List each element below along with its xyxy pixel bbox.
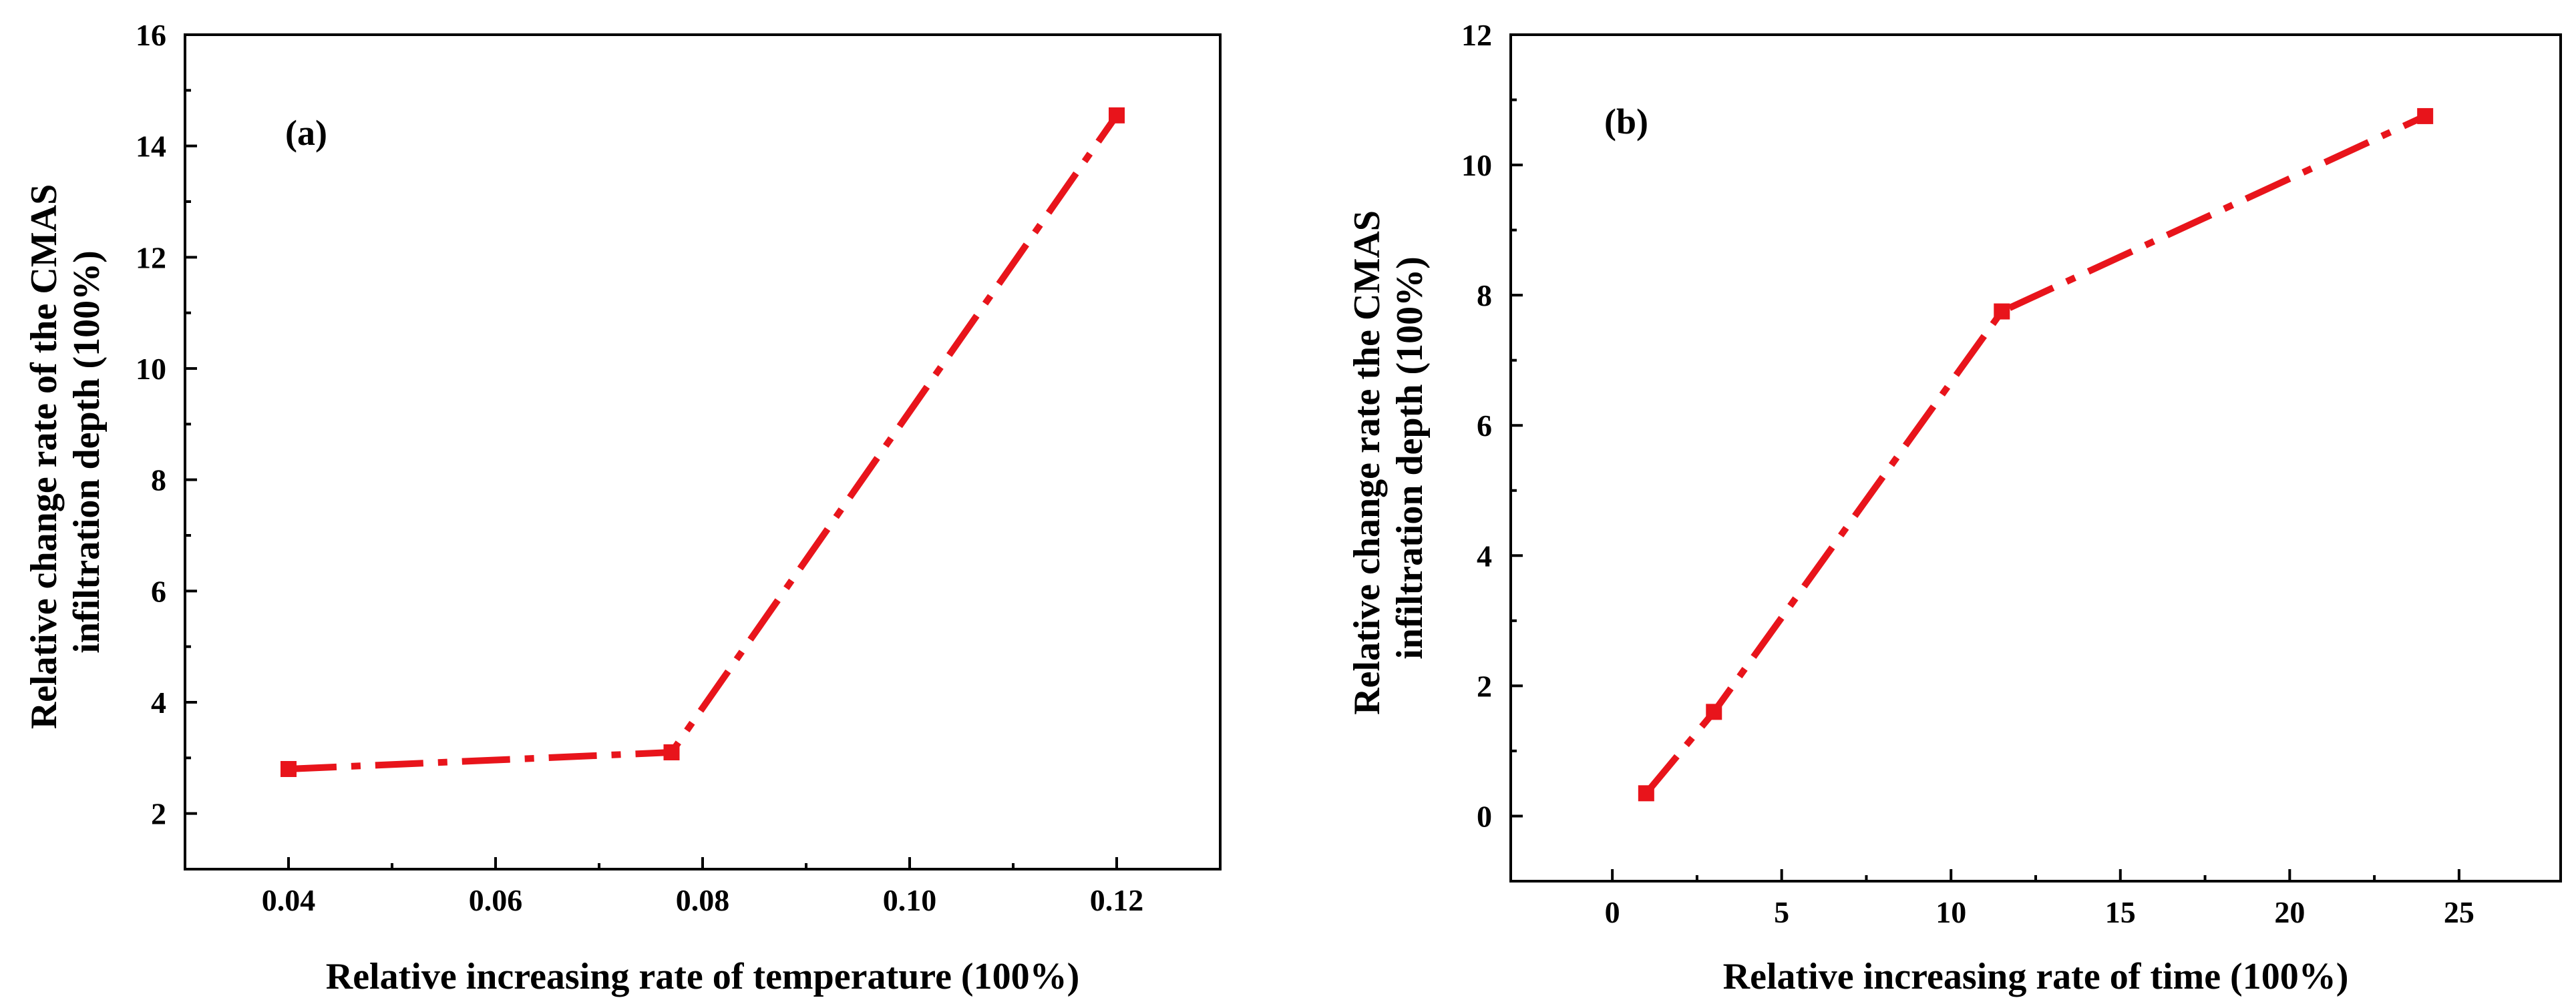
x-ticks-a: 0.04 0.06 0.08 0.10 0.12 [262, 857, 1144, 917]
data-point-b-0-1 [1706, 704, 1722, 720]
y-axis-label-a-line-1: Relative change rate of the CMAS [23, 184, 65, 729]
y-tick-label-b-5: 10 [1461, 148, 1492, 182]
series-line-b-0 [1643, 113, 2427, 796]
x-tick-label-b-5: 25 [2444, 895, 2474, 929]
y-axis-label-a: Relative change rate of the CMAS infiltr… [23, 175, 108, 729]
x-tick-label-a-1: 0.06 [469, 883, 523, 917]
y-tick-label-a-3: 8 [151, 463, 166, 497]
chart-panel-a: 0.04 0.06 0.08 0.10 0.12 2 4 6 8 10 12 14 16 (a) Re… [23, 18, 1222, 997]
x-axis-label-a: Relative increasing rate of temperature … [326, 956, 1079, 997]
data-point-a-0-2 [1109, 107, 1125, 123]
y-tick-label-b-0: 0 [1477, 799, 1492, 833]
x-tick-label-b-2: 10 [1936, 895, 1966, 929]
y-tick-label-a-6: 14 [136, 130, 166, 164]
data-point-b-0-2 [1994, 303, 2010, 320]
y-tick-label-a-4: 10 [136, 352, 166, 386]
y-tick-label-a-0: 2 [151, 797, 166, 831]
y-tick-label-b-6: 12 [1461, 18, 1492, 52]
series-line-a-0 [288, 113, 1120, 772]
y-axis-label-b: Relative change rate the CMAS infiltrati… [1346, 201, 1431, 715]
x-tick-label-a-0: 0.04 [262, 883, 316, 917]
panel-label-a: (a) [285, 113, 327, 153]
data-point-b-0-3 [2417, 107, 2434, 124]
x-tick-label-a-4: 0.12 [1090, 883, 1144, 917]
plot-frame-a [184, 33, 1222, 870]
y-axis-label-b-line-1: Relative change rate the CMAS [1346, 210, 1388, 715]
series-group-a [281, 107, 1125, 777]
data-point-a-0-0 [281, 761, 297, 777]
x-tick-label-b-4: 20 [2274, 895, 2305, 929]
y-tick-label-b-3: 6 [1477, 409, 1492, 443]
x-tick-label-a-3: 0.10 [883, 883, 937, 917]
y-tick-label-a-2: 6 [151, 574, 166, 608]
x-ticks-b: 0 5 10 15 20 25 [1605, 869, 2474, 929]
y-tick-label-a-7: 16 [136, 18, 166, 52]
x-tick-label-b-3: 15 [2105, 895, 2136, 929]
x-tick-label-b-0: 0 [1605, 895, 1620, 929]
y-ticks-a: 2 4 6 8 10 12 14 16 [136, 18, 197, 831]
data-point-a-0-1 [663, 744, 680, 760]
y-tick-label-b-1: 2 [1477, 669, 1492, 703]
y-axis-label-a-line-2: infiltration depth (100%) [66, 250, 108, 654]
y-tick-label-a-1: 4 [151, 686, 166, 720]
x-tick-label-a-2: 0.08 [676, 883, 730, 917]
y-tick-label-b-2: 4 [1477, 539, 1492, 573]
series-group-b [1638, 107, 2434, 802]
y-ticks-b: 0 2 4 6 8 10 12 [1461, 18, 1523, 833]
x-axis-label-b: Relative increasing rate of time (100%) [1723, 956, 2349, 997]
y-axis-label-b-line-2: infiltration depth (100%) [1389, 256, 1431, 660]
y-tick-label-b-4: 8 [1477, 278, 1492, 312]
y-tick-label-a-5: 12 [136, 240, 166, 274]
chart-panel-b: 0 5 10 15 20 25 0 2 4 6 8 10 12 (b) Relative increa… [1346, 18, 2562, 997]
data-point-b-0-0 [1638, 785, 1654, 802]
plot-frame-b [1509, 33, 2562, 883]
x-tick-label-b-1: 5 [1774, 895, 1789, 929]
panel-label-b: (b) [1604, 101, 1648, 142]
